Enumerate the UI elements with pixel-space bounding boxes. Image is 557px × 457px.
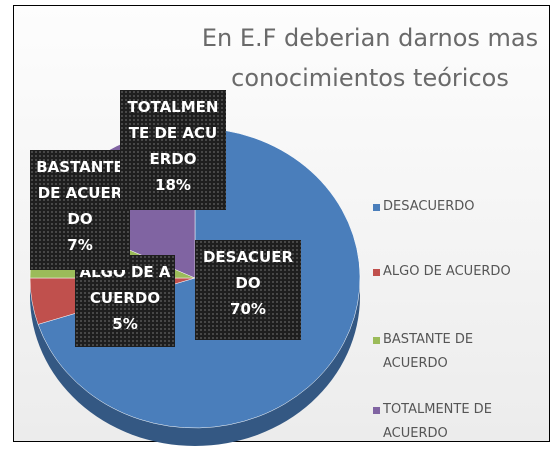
data-label: DESACUERDO 70% bbox=[195, 240, 301, 340]
data-label-category: BASTANTE DE ACUERDO bbox=[36, 158, 124, 228]
legend-entry: ALGO DE ACUERDO bbox=[383, 264, 511, 279]
legend-swatch bbox=[373, 337, 380, 344]
data-label-value: 7% bbox=[67, 236, 93, 254]
data-label-category: DESACUERDO bbox=[202, 248, 294, 292]
legend-swatch bbox=[373, 269, 380, 276]
data-label: ALGO DE ACUERDO 5% bbox=[75, 255, 175, 347]
legend-swatch bbox=[373, 204, 380, 211]
legend-entry: TOTALMENTE DE ACUERDO bbox=[383, 402, 492, 441]
chart-title: En E.F deberian darnos mas conocimientos… bbox=[201, 24, 539, 92]
data-label-value: 5% bbox=[112, 315, 138, 333]
data-label: BASTANTE DE ACUERDO 7% bbox=[30, 150, 130, 270]
data-label-category: TOTALMENTE DE ACUERDO bbox=[127, 98, 219, 168]
legend-entry: BASTANTE DE ACUERDO bbox=[383, 332, 474, 371]
legend-entry: DESACUERDO bbox=[383, 199, 475, 214]
data-label-value: 70% bbox=[230, 300, 266, 318]
data-label-value: 18% bbox=[155, 176, 191, 194]
legend-swatch bbox=[373, 407, 380, 414]
data-label: TOTALMENTE DE ACUERDO 18% bbox=[120, 90, 226, 210]
